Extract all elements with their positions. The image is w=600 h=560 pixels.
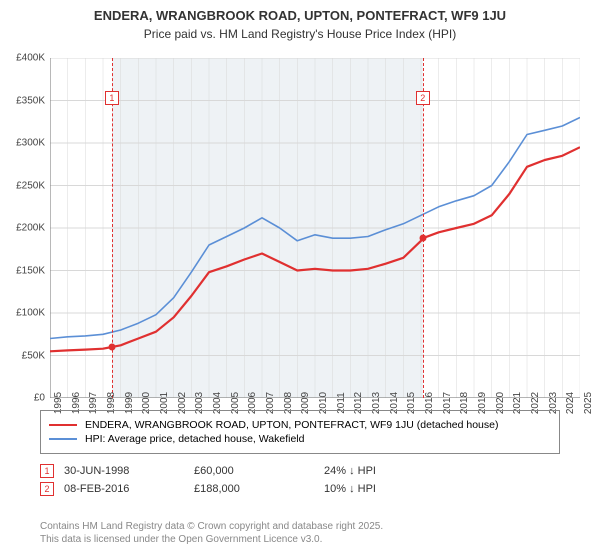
sale-date: 08-FEB-2016 [64,483,194,495]
sale-dot [108,344,115,351]
y-tick-label: £0 [34,393,45,404]
legend: ENDERA, WRANGBROOK ROAD, UPTON, PONTEFRA… [40,410,560,454]
legend-label-series1: ENDERA, WRANGBROOK ROAD, UPTON, PONTEFRA… [85,419,498,431]
chart-container: ENDERA, WRANGBROOK ROAD, UPTON, PONTEFRA… [0,0,600,560]
chart-area: 12 £0£50K£100K£150K£200K£250K£300K£350K£… [50,58,580,398]
footer-line1: Contains HM Land Registry data © Crown c… [40,520,383,533]
sale-price: £60,000 [194,465,324,477]
sale-marker-icon: 2 [40,482,54,496]
y-tick-label: £350K [16,95,45,106]
legend-row-series1: ENDERA, WRANGBROOK ROAD, UPTON, PONTEFRA… [49,419,551,431]
sale-marker-icon: 1 [40,464,54,478]
sale-delta: 24% ↓ HPI [324,465,424,477]
legend-row-series2: HPI: Average price, detached house, Wake… [49,433,551,445]
sales-row: 1 30-JUN-1998 £60,000 24% ↓ HPI [40,464,424,478]
sale-date: 30-JUN-1998 [64,465,194,477]
y-tick-label: £50K [22,350,45,361]
legend-swatch-series2 [49,438,77,440]
y-tick-label: £200K [16,223,45,234]
series-svg [50,58,580,398]
footer: Contains HM Land Registry data © Crown c… [40,520,383,546]
sale-delta: 10% ↓ HPI [324,483,424,495]
sale-marker-box: 2 [416,91,430,105]
legend-label-series2: HPI: Average price, detached house, Wake… [85,433,304,445]
y-tick-label: £300K [16,138,45,149]
x-tick-label: 2024 [565,392,576,414]
y-tick-label: £100K [16,308,45,319]
chart-subtitle: Price paid vs. HM Land Registry's House … [0,23,600,41]
y-tick-label: £250K [16,180,45,191]
sale-guideline [423,58,424,398]
sale-dot [419,235,426,242]
footer-line2: This data is licensed under the Open Gov… [40,533,383,546]
sale-price: £188,000 [194,483,324,495]
legend-swatch-series1 [49,424,77,427]
chart-title: ENDERA, WRANGBROOK ROAD, UPTON, PONTEFRA… [0,0,600,23]
sales-row: 2 08-FEB-2016 £188,000 10% ↓ HPI [40,482,424,496]
sales-list: 1 30-JUN-1998 £60,000 24% ↓ HPI 2 08-FEB… [40,460,424,500]
x-tick-label: 2025 [583,392,594,414]
y-tick-label: £150K [16,265,45,276]
y-tick-label: £400K [16,53,45,64]
sale-marker-box: 1 [105,91,119,105]
